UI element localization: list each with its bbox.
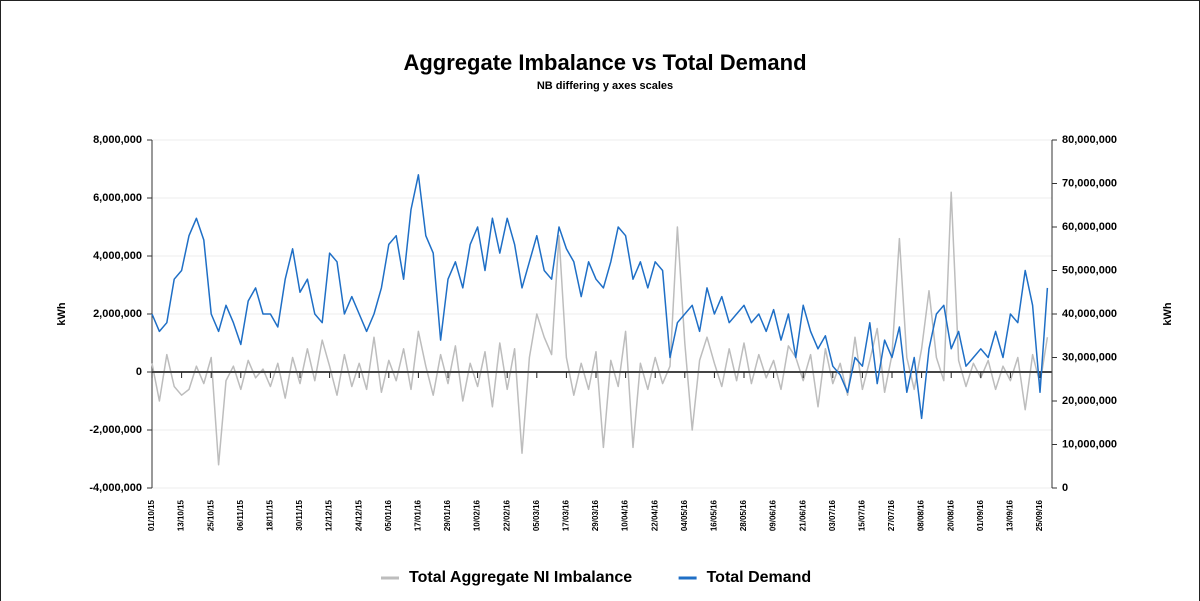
x-tick-label: 21/06/16 [798,499,807,531]
chart-title: Aggregate Imbalance vs Total Demand [403,50,806,75]
x-tick-label: 24/12/15 [354,499,363,531]
x-tick-label: 12/12/15 [325,499,334,531]
x-tick-label: 17/03/16 [562,499,571,531]
y2-tick-label: 50,000,000 [1062,264,1117,276]
y-tick-label: 0 [136,366,142,378]
x-tick-label: 17/01/16 [414,499,423,531]
x-tick-label: 22/04/16 [650,499,659,531]
x-tick-label: 05/03/16 [532,499,541,531]
x-tick-label: 09/06/16 [769,499,778,531]
y2-axis-label: kWh [1162,302,1174,326]
y-tick-label: -4,000,000 [89,482,142,494]
x-tick-label: 25/09/16 [1035,499,1044,531]
y2-tick-label: 20,000,000 [1062,395,1117,407]
x-tick-label: 25/10/15 [206,499,215,531]
y2-tick-label: 40,000,000 [1062,308,1117,320]
x-tick-label: 01/10/15 [147,499,156,531]
x-tick-label: 10/04/16 [621,499,630,531]
x-tick-label: 30/11/15 [295,499,304,530]
y2-tick-label: 60,000,000 [1062,221,1117,233]
y-tick-label: -2,000,000 [89,424,142,436]
legend-label: Total Aggregate NI Imbalance [409,569,632,586]
x-tick-label: 04/05/16 [680,499,689,531]
chart-subtitle: NB differing y axes scales [537,80,673,92]
x-tick-label: 05/01/16 [384,499,393,531]
y2-tick-label: 30,000,000 [1062,351,1117,363]
x-tick-label: 08/08/16 [917,499,926,531]
x-tick-label: 15/07/16 [858,499,867,531]
series-line [151,174,1049,420]
x-tick-label: 29/01/16 [443,499,452,531]
y-axis-label: kWh [56,302,68,326]
x-tick-label: 16/05/16 [710,499,719,531]
y2-tick-label: 0 [1062,482,1068,494]
x-tick-label: 06/11/15 [236,499,245,530]
x-tick-label: 20/08/16 [946,499,955,531]
series-line [151,191,1049,466]
y-tick-label: 6,000,000 [93,192,142,204]
x-tick-label: 27/07/16 [887,499,896,531]
x-tick-label: 18/11/15 [266,499,275,530]
x-tick-label: 13/10/15 [177,499,186,531]
x-tick-label: 10/02/16 [473,499,482,531]
x-tick-label: 03/07/16 [828,499,837,531]
legend-label: Total Demand [707,569,812,586]
y2-tick-label: 70,000,000 [1062,177,1117,189]
x-tick-label: 13/09/16 [1006,499,1015,531]
y-tick-label: 4,000,000 [93,250,142,262]
x-tick-label: 29/03/16 [591,499,600,531]
x-tick-label: 22/02/16 [502,499,511,531]
y2-tick-label: 80,000,000 [1062,134,1117,146]
x-tick-label: 01/09/16 [976,499,985,531]
y-tick-label: 8,000,000 [93,134,142,146]
x-tick-label: 28/05/16 [739,499,748,531]
y2-tick-label: 10,000,000 [1062,438,1117,450]
y-tick-label: 2,000,000 [93,308,142,320]
